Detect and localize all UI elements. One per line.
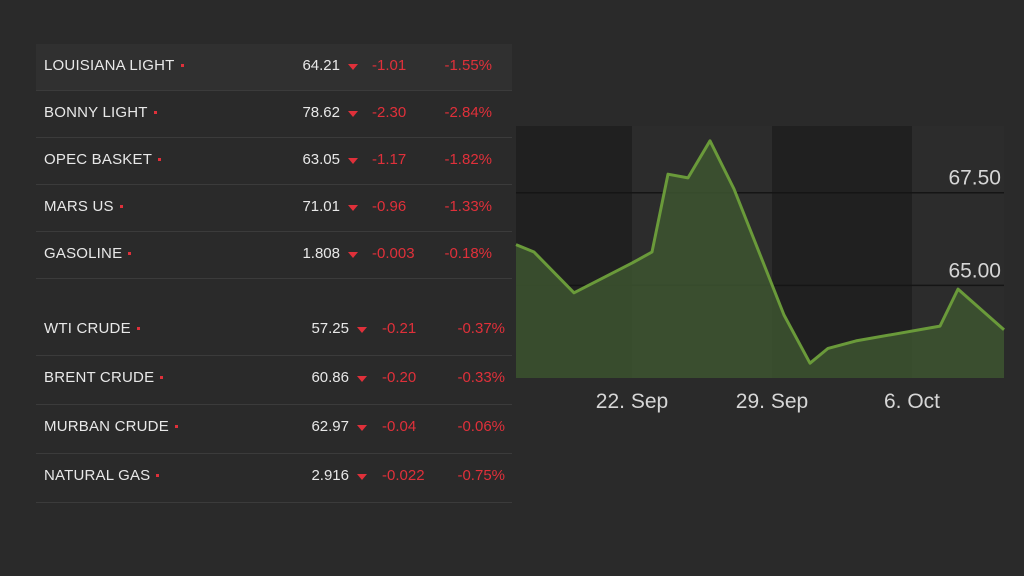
down-arrow-icon: [348, 158, 358, 164]
live-dot-icon: [156, 473, 160, 477]
down-arrow-icon: [348, 252, 358, 258]
x-tick-label: 29. Sep: [736, 390, 808, 413]
live-dot-icon: [153, 110, 157, 114]
table-row[interactable]: WTI CRUDE 57.25 -0.21 -0.37%: [36, 307, 512, 356]
price-area: [516, 140, 1004, 378]
table-row[interactable]: BRENT CRUDE 60.86 -0.20 -0.33%: [36, 356, 512, 405]
percent-change: -0.33%: [457, 369, 505, 386]
live-dot-icon: [158, 157, 162, 161]
change-value: -0.21: [382, 320, 417, 337]
x-tick-label: 22. Sep: [596, 390, 668, 413]
price-line: [515, 139, 1005, 365]
change-value: -0.04: [382, 418, 417, 435]
percent-change: -0.06%: [457, 418, 505, 435]
percent-change: -2.84%: [444, 104, 492, 121]
price-value: 78.62: [302, 104, 340, 121]
down-arrow-icon: [348, 111, 358, 117]
live-dot-icon: [174, 424, 178, 428]
price-value: 71.01: [302, 198, 340, 215]
y-axis-ticks: 67.50 65.00: [948, 167, 1001, 283]
percent-change: -1.55%: [444, 57, 492, 74]
y-tick-label: 65.00: [948, 259, 1001, 282]
live-dot-icon: [180, 63, 184, 67]
table-group-1: LOUISIANA LIGHT 64.21 -1.01 -1.55% BONNY LIG…: [36, 44, 512, 279]
price-value: 62.97: [311, 418, 349, 435]
table-group-2: WTI CRUDE 57.25 -0.21 -0.37% BRENT CRUDE 60.8…: [36, 307, 512, 503]
price-value: 63.05: [302, 151, 340, 168]
percent-change: -0.75%: [457, 467, 505, 484]
down-arrow-icon: [357, 376, 367, 382]
table-row[interactable]: OPEC BASKET 63.05 -1.17 -1.82%: [36, 138, 512, 185]
percent-change: -0.18%: [444, 245, 492, 262]
commodity-name[interactable]: WTI CRUDE: [44, 320, 140, 337]
x-axis-ticks: 22. Sep 29. Sep 6. Oct: [596, 390, 940, 413]
x-tick-label: 6. Oct: [884, 390, 940, 413]
table-row[interactable]: MURBAN CRUDE 62.97 -0.04 -0.06%: [36, 405, 512, 454]
table-row[interactable]: MARS US 71.01 -0.96 -1.33%: [36, 185, 512, 232]
commodity-price-table: LOUISIANA LIGHT 64.21 -1.01 -1.55% BONNY LIG…: [36, 44, 512, 503]
change-value: -1.01: [372, 57, 407, 74]
change-value: -0.003: [372, 245, 415, 262]
live-dot-icon: [119, 204, 123, 208]
live-dot-icon: [128, 251, 132, 255]
table-row[interactable]: NATURAL GAS 2.916 -0.022 -0.75%: [36, 454, 512, 503]
down-arrow-icon: [357, 425, 367, 431]
commodity-name[interactable]: NATURAL GAS: [44, 467, 160, 484]
change-value: -2.30: [372, 104, 407, 121]
price-value: 2.916: [311, 467, 349, 484]
change-value: -0.20: [382, 369, 417, 386]
commodity-name[interactable]: BONNY LIGHT: [44, 104, 157, 121]
table-row[interactable]: LOUISIANA LIGHT 64.21 -1.01 -1.55%: [36, 44, 512, 91]
down-arrow-icon: [357, 474, 367, 480]
commodity-name[interactable]: MARS US: [44, 198, 123, 215]
table-row[interactable]: GASOLINE 1.808 -0.003 -0.18%: [36, 232, 512, 279]
change-value: -0.96: [372, 198, 407, 215]
down-arrow-icon: [357, 327, 367, 333]
group-spacer: [36, 279, 512, 307]
commodity-name[interactable]: GASOLINE: [44, 245, 132, 262]
percent-change: -1.82%: [444, 151, 492, 168]
price-value: 57.25: [311, 320, 349, 337]
commodity-name[interactable]: LOUISIANA LIGHT: [44, 57, 184, 74]
price-value: 64.21: [302, 57, 340, 74]
down-arrow-icon: [348, 64, 358, 70]
change-value: -1.17: [372, 151, 407, 168]
change-value: -0.022: [382, 467, 425, 484]
table-row[interactable]: BONNY LIGHT 78.62 -2.30 -2.84%: [36, 91, 512, 138]
y-tick-label: 67.50: [948, 167, 1001, 190]
price-value: 60.86: [311, 369, 349, 386]
live-dot-icon: [160, 375, 164, 379]
percent-change: -1.33%: [444, 198, 492, 215]
commodity-name[interactable]: OPEC BASKET: [44, 151, 162, 168]
commodity-name[interactable]: BRENT CRUDE: [44, 369, 164, 386]
commodity-name[interactable]: MURBAN CRUDE: [44, 418, 178, 435]
price-value: 1.808: [302, 245, 340, 262]
down-arrow-icon: [348, 205, 358, 211]
live-dot-icon: [136, 326, 140, 330]
percent-change: -0.37%: [457, 320, 505, 337]
